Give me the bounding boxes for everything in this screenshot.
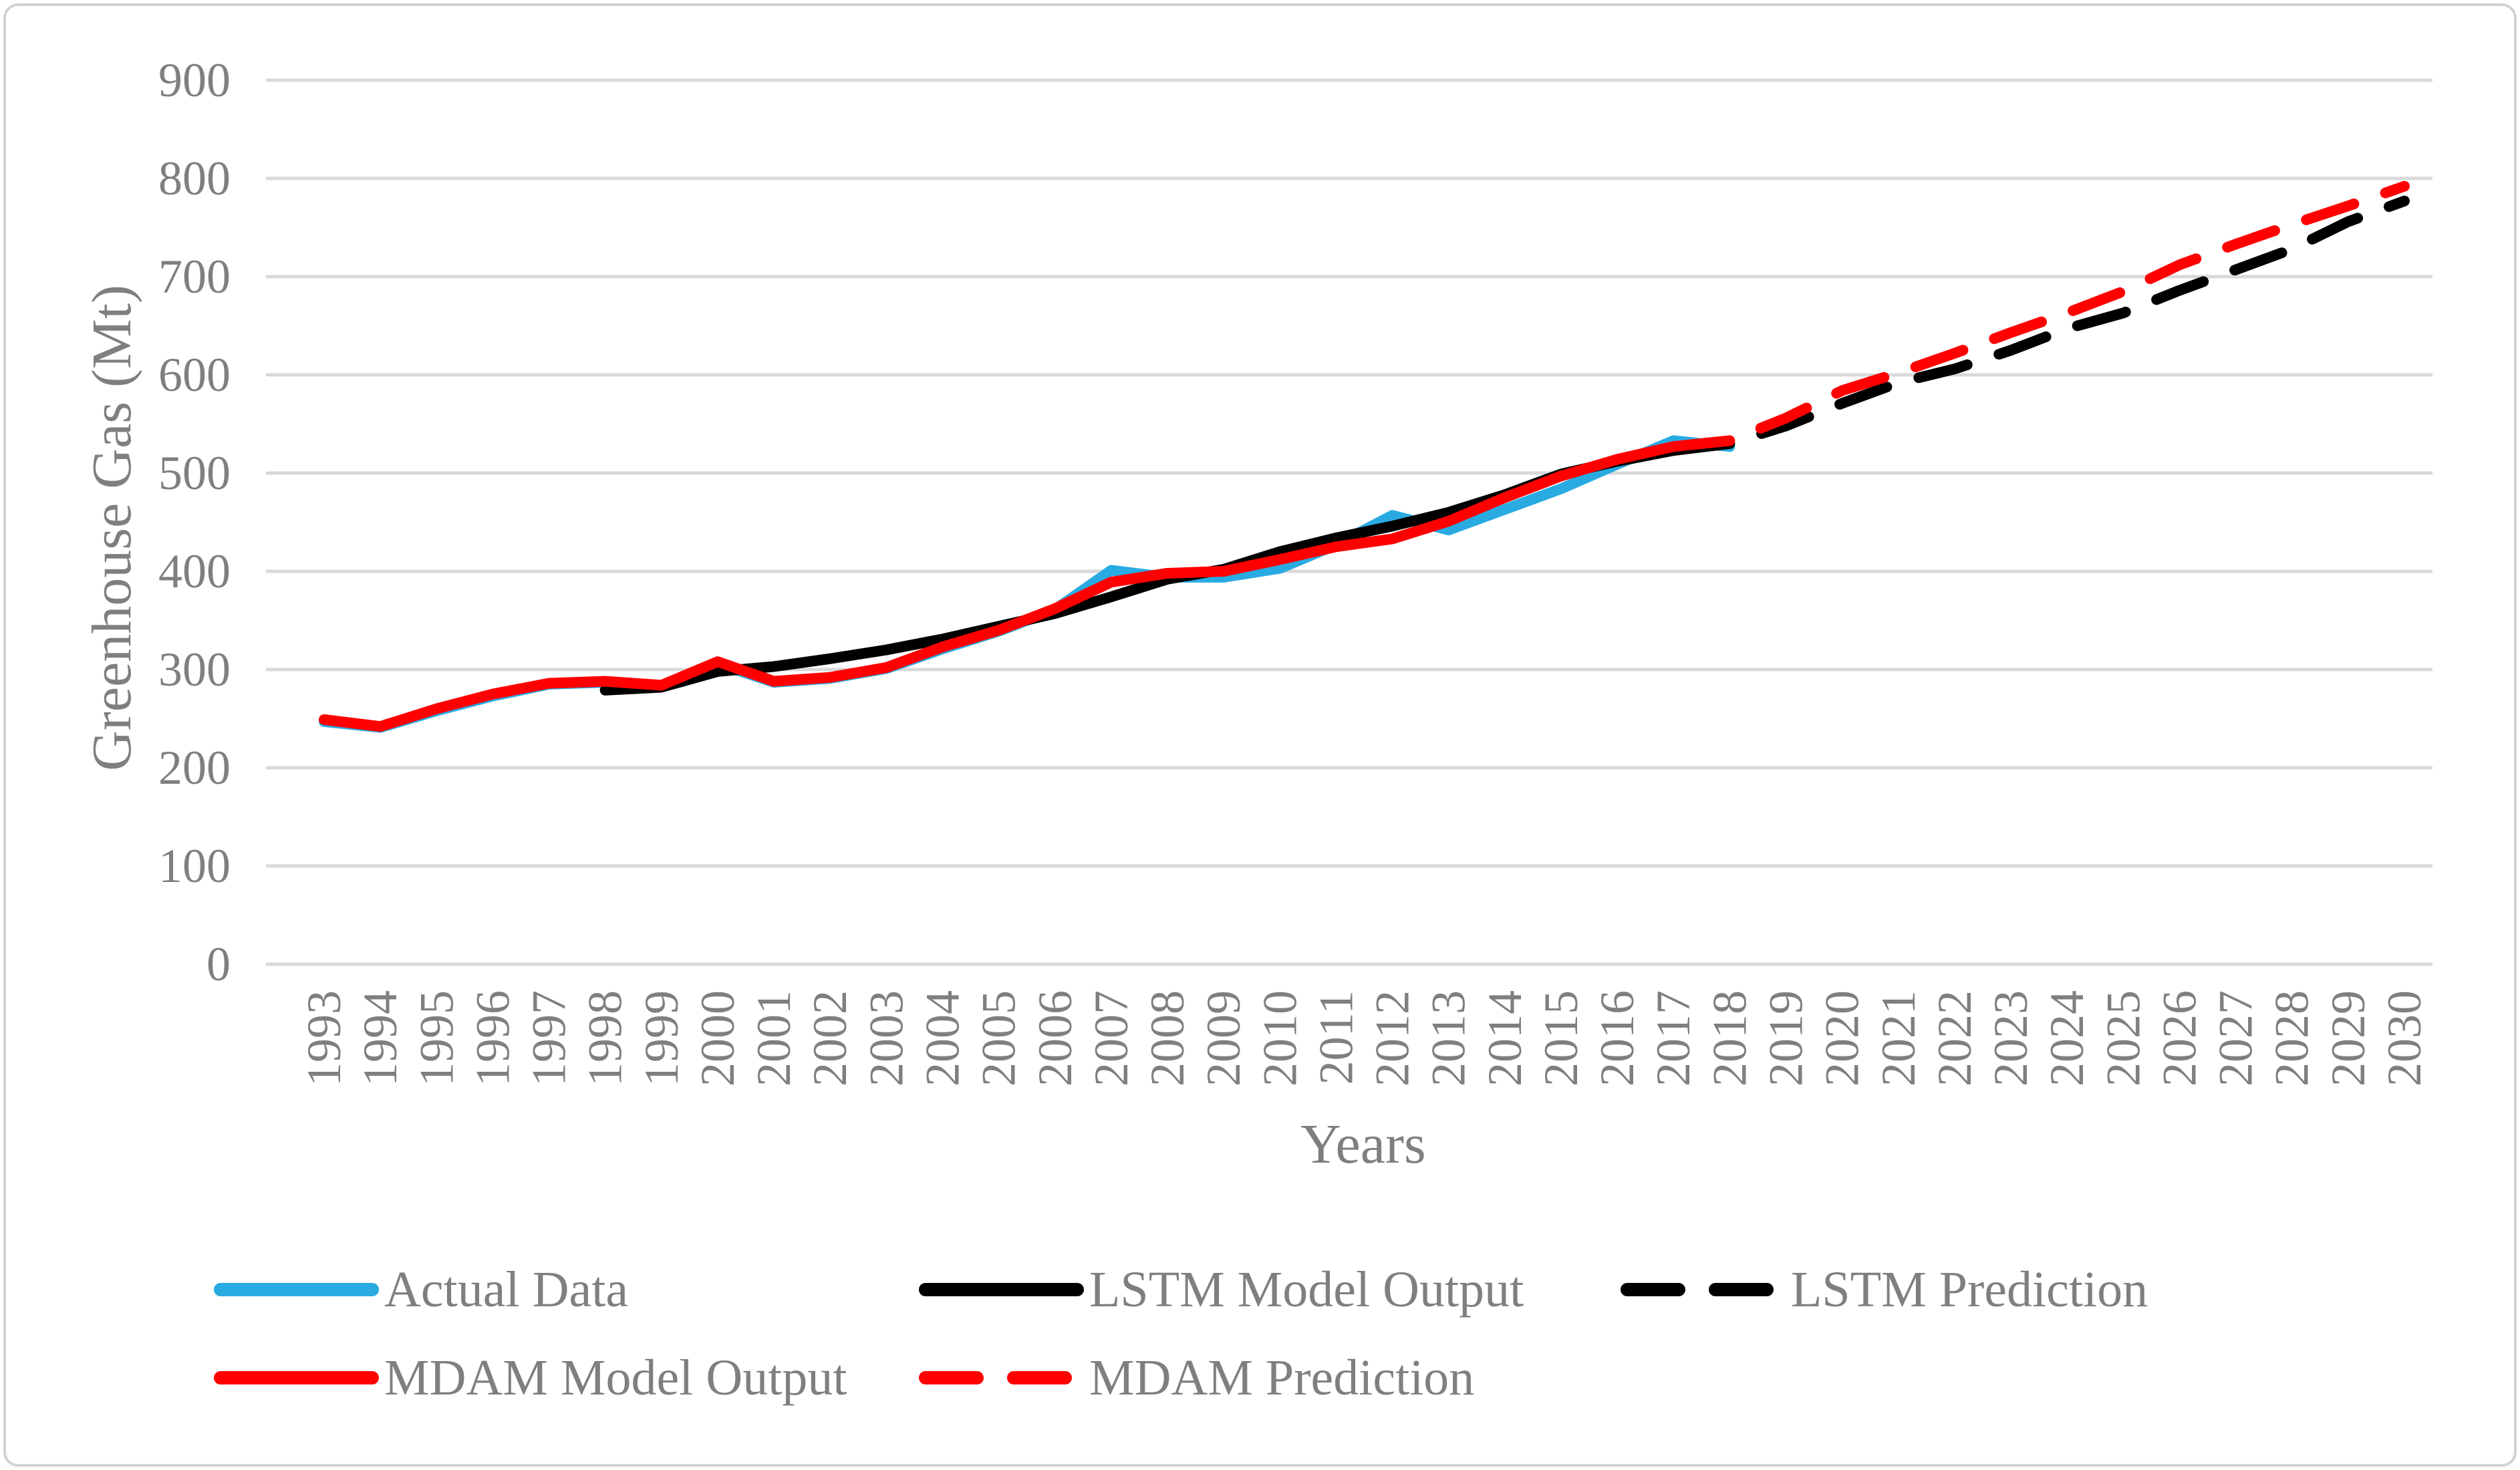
series-lines: [319, 180, 2410, 733]
x-tick-label-2018: 2018: [1703, 990, 1756, 1086]
y-axis-tick-labels: 0 100 200 300 400 500 600 700 800 900: [158, 53, 231, 991]
y-tick-label-100: 100: [158, 839, 231, 893]
x-tick-label-1998: 1998: [579, 990, 632, 1086]
figure-border: [3, 3, 2517, 1467]
y-tick-label-700: 700: [158, 250, 231, 303]
x-tick-label-2013: 2013: [1422, 990, 1476, 1086]
x-tick-label-2024: 2024: [2040, 990, 2094, 1086]
x-tick-label-2027: 2027: [2209, 990, 2263, 1086]
x-tick-label-2017: 2017: [1647, 990, 1700, 1086]
y-axis-title: Greenhouse Gas (Mt): [81, 285, 143, 771]
legend-label-mdam-prediction: MDAM Prediction: [1089, 1350, 1474, 1406]
y-tick-label-400: 400: [158, 545, 231, 598]
legend-item-lstm-model-output: LSTM Model Output: [919, 1262, 1524, 1318]
legend-item-actual-data: Actual Data: [214, 1262, 628, 1318]
y-tick-label-900: 900: [158, 53, 231, 107]
y-tick-label-800: 800: [158, 152, 231, 205]
y-tick-label-0: 0: [206, 937, 231, 991]
y-tick-label-600: 600: [158, 348, 231, 402]
series-line-mdam-model-output: [319, 435, 1735, 732]
x-tick-label-1994: 1994: [354, 990, 407, 1086]
x-tick-label-2020: 2020: [1816, 990, 1869, 1086]
x-tick-label-2025: 2025: [2096, 990, 2150, 1086]
x-tick-label-1995: 1995: [410, 990, 463, 1086]
x-tick-label-2009: 2009: [1197, 990, 1250, 1086]
x-tick-label-2026: 2026: [2152, 990, 2206, 1086]
x-tick-label-2015: 2015: [1534, 990, 1588, 1086]
x-tick-label-2030: 2030: [2378, 990, 2431, 1086]
y-tick-label-200: 200: [158, 741, 231, 794]
x-tick-label-2029: 2029: [2322, 990, 2375, 1086]
x-tick-label-2016: 2016: [1590, 990, 1644, 1086]
x-axis-title: Years: [1300, 1113, 1425, 1175]
legend-label-lstm-model-output: LSTM Model Output: [1089, 1262, 1524, 1318]
x-tick-label-2002: 2002: [803, 990, 857, 1086]
x-tick-label-2000: 2000: [691, 990, 744, 1086]
x-tick-label-1999: 1999: [635, 990, 688, 1086]
legend-item-mdam-model-output: MDAM Model Output: [214, 1350, 847, 1406]
x-tick-label-2023: 2023: [1984, 990, 2038, 1086]
gridlines: [266, 78, 2432, 966]
x-tick-label-2021: 2021: [1872, 990, 1925, 1086]
y-tick-label-500: 500: [158, 446, 231, 500]
legend-label-mdam-model-output: MDAM Model Output: [384, 1350, 847, 1406]
x-tick-label-2010: 2010: [1253, 990, 1306, 1086]
x-tick-label-2022: 2022: [1928, 990, 1981, 1086]
x-tick-label-2005: 2005: [972, 990, 1026, 1086]
x-tick-label-1997: 1997: [523, 990, 576, 1086]
x-tick-label-2011: 2011: [1309, 990, 1363, 1084]
x-tick-label-2003: 2003: [859, 990, 913, 1086]
x-axis-tick-labels: 1993 1994 1995 1996 1997 1998 1999 2000 2001 2002…: [297, 990, 2431, 1086]
series-line-lstm-prediction: [1724, 195, 2410, 449]
x-tick-label-2006: 2006: [1028, 990, 1082, 1086]
legend-item-mdam-prediction: MDAM Prediction: [919, 1350, 1474, 1406]
legend: Actual Data LSTM Model Output LSTM Predict…: [214, 1262, 2148, 1406]
legend-label-actual-data: Actual Data: [384, 1262, 628, 1318]
x-tick-label-2014: 2014: [1478, 990, 1532, 1086]
y-tick-label-300: 300: [158, 643, 231, 696]
x-tick-label-2001: 2001: [747, 990, 801, 1086]
x-tick-label-2004: 2004: [916, 990, 969, 1086]
x-tick-label-1993: 1993: [297, 990, 351, 1086]
x-tick-label-2008: 2008: [1141, 990, 1194, 1086]
x-tick-label-2019: 2019: [1760, 990, 1813, 1086]
legend-label-lstm-prediction: LSTM Prediction: [1791, 1262, 2148, 1318]
x-tick-label-2012: 2012: [1366, 990, 1419, 1086]
series-line-mdam-prediction: [1724, 180, 2410, 446]
x-tick-label-2007: 2007: [1085, 990, 1138, 1086]
x-tick-label-1996: 1996: [466, 990, 519, 1086]
x-tick-label-2028: 2028: [2265, 990, 2319, 1086]
legend-item-lstm-prediction: LSTM Prediction: [1621, 1262, 2148, 1318]
